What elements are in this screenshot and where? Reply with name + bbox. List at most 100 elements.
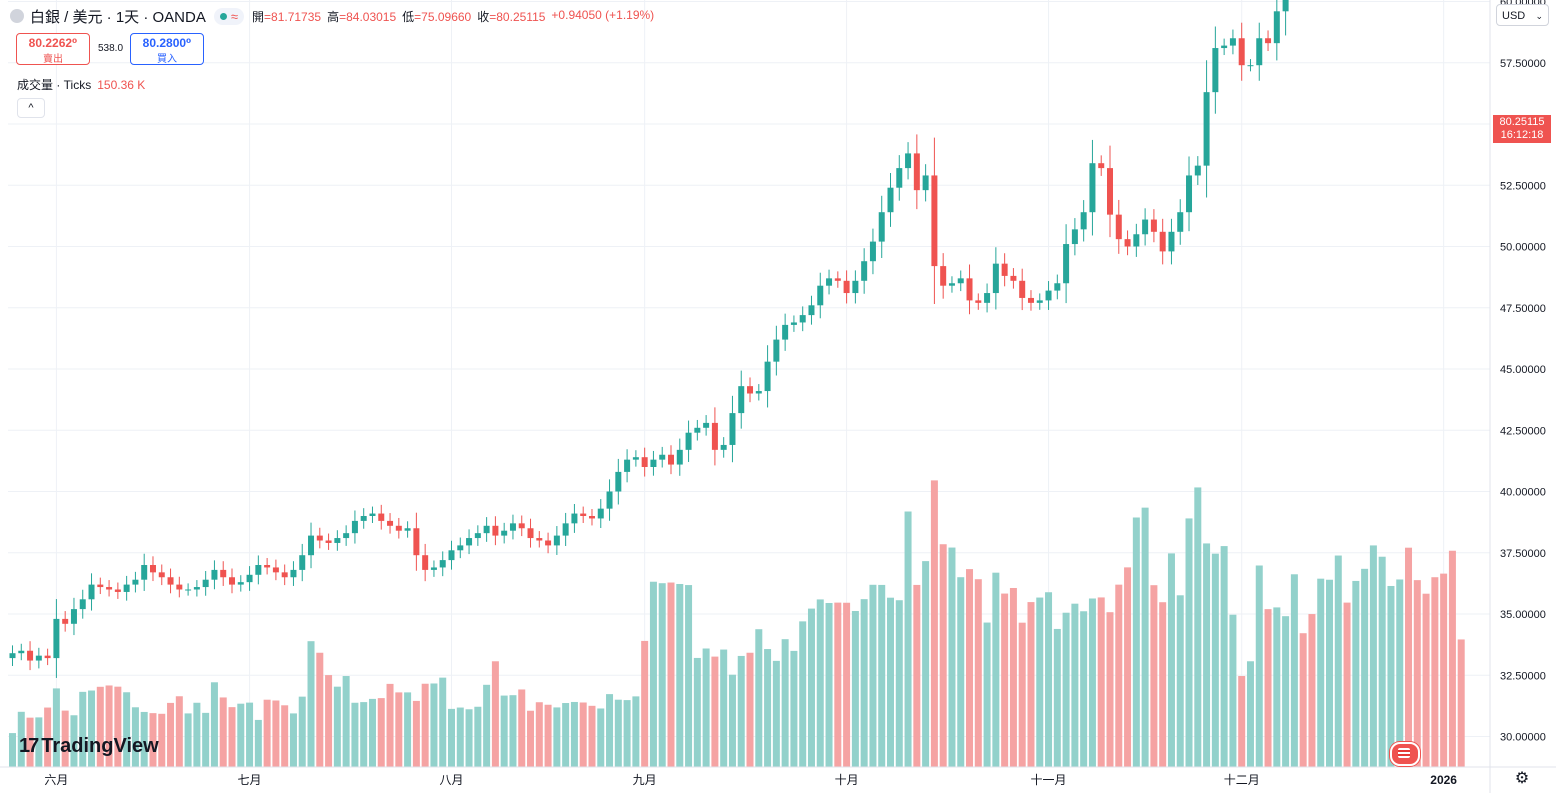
candle-body [615,471,622,492]
volume-bar [1185,518,1193,767]
volume-bar [439,677,447,767]
volume-bar [728,674,736,767]
candle-body [720,444,727,450]
candle-body [272,567,279,573]
candle-body [1194,165,1201,176]
last-price-value: 80.25115 [1499,116,1545,128]
candle-body [597,508,604,519]
high-value: =84.03015 [339,9,397,24]
volume-bar [746,652,754,767]
silver-symbol-icon [10,9,24,23]
y-tick-label: 30.00000 [1500,732,1546,744]
candle-body [387,520,394,526]
volume-bar [816,599,824,767]
candle-body [211,569,218,580]
close-value: =80.25115 [489,9,546,24]
candle-body [948,283,955,286]
candle-body [229,577,235,585]
candle-body [44,655,51,659]
volume-bar [1299,633,1307,767]
volume-bar [272,700,280,767]
volume-bar [1045,592,1053,767]
candle-body [220,569,227,578]
candle-body [141,565,148,580]
volume-bar [509,695,517,767]
volume-bar [535,702,543,767]
buy-button[interactable]: 80.2800⁰ 買入 [130,33,204,65]
candle-body [97,584,104,588]
volume-bar [1334,555,1342,767]
volume-bar [843,602,851,767]
volume-bar [456,707,464,767]
volume-bar [342,676,350,767]
ohlc-values: 開=81.71735 高=84.03015 低=75.09660 收=80.25… [252,8,654,25]
volume-bar [483,684,491,767]
tradingview-logo-text: TradingView [41,735,159,757]
candle-body [422,555,429,570]
candle-body [527,528,534,539]
tradingview-logo[interactable]: 17 TradingView [19,735,159,758]
candle-body [676,449,683,465]
volume-bar [298,696,306,767]
candle-body [1256,38,1263,66]
symbol-info[interactable]: 白銀 / 美元 · 1天 · OANDA [10,6,206,27]
candle-body [1054,283,1061,291]
candle-body [325,540,332,543]
volume-bar [685,585,693,767]
volume-bar [527,710,535,767]
y-tick-label: 52.50000 [1500,180,1546,192]
settings-gear-icon[interactable]: ⚙ [1514,770,1530,787]
volume-bar [1071,603,1079,767]
candle-body [185,589,192,591]
candle-body [18,650,25,654]
candle-body [632,457,639,460]
candle-body [483,525,490,534]
volume-bar [1062,612,1070,767]
volume-bar [939,544,947,767]
candle-body [123,584,130,592]
candle-body [1098,163,1105,169]
candle-body [509,523,516,531]
volume-bar [570,701,578,767]
volume-bar [421,683,429,767]
candle-body [913,153,920,191]
currency-select[interactable]: USD ⌄ [1496,4,1549,26]
candle-body [457,545,464,551]
volume-bar [500,695,508,767]
candle-body [1142,219,1149,235]
candle-body [1036,300,1043,303]
market-status[interactable]: ≈ [213,7,244,25]
volume-bar [448,708,455,767]
volume-bar [325,675,333,767]
volume-bar [44,707,52,767]
sell-button[interactable]: 80.2262⁰ 賣出 [16,33,90,65]
chart-legend: 白銀 / 美元 · 1天 · OANDA ≈ 開=81.71735 高=84.0… [10,6,654,26]
collapse-legend-button[interactable]: ^ [17,98,45,118]
candle-body [448,550,455,561]
candle-body [869,241,876,262]
volume-bar [1352,580,1360,767]
candle-body [992,263,999,294]
candle-body [1080,212,1087,230]
candle-body [290,569,297,578]
candle-body [1027,297,1034,303]
volume-bar [158,713,166,767]
candle-body [413,528,420,556]
volume-bar [9,733,16,767]
candle-body [439,560,446,568]
candle-body [905,153,912,169]
candle-body [852,280,859,294]
buy-price: 80.2800⁰ [142,36,192,50]
volume-bar [1290,574,1298,767]
volume-bar [1431,577,1439,767]
volume-bar [1326,579,1333,767]
volume-bar [149,713,157,767]
candle-body [588,516,595,519]
candle-body [887,187,894,213]
us-flag-icon[interactable] [1390,742,1420,766]
candle-body [132,579,139,585]
y-tick-label: 47.50000 [1500,303,1546,315]
candle-body [1265,38,1272,44]
volume-bar [606,694,614,767]
